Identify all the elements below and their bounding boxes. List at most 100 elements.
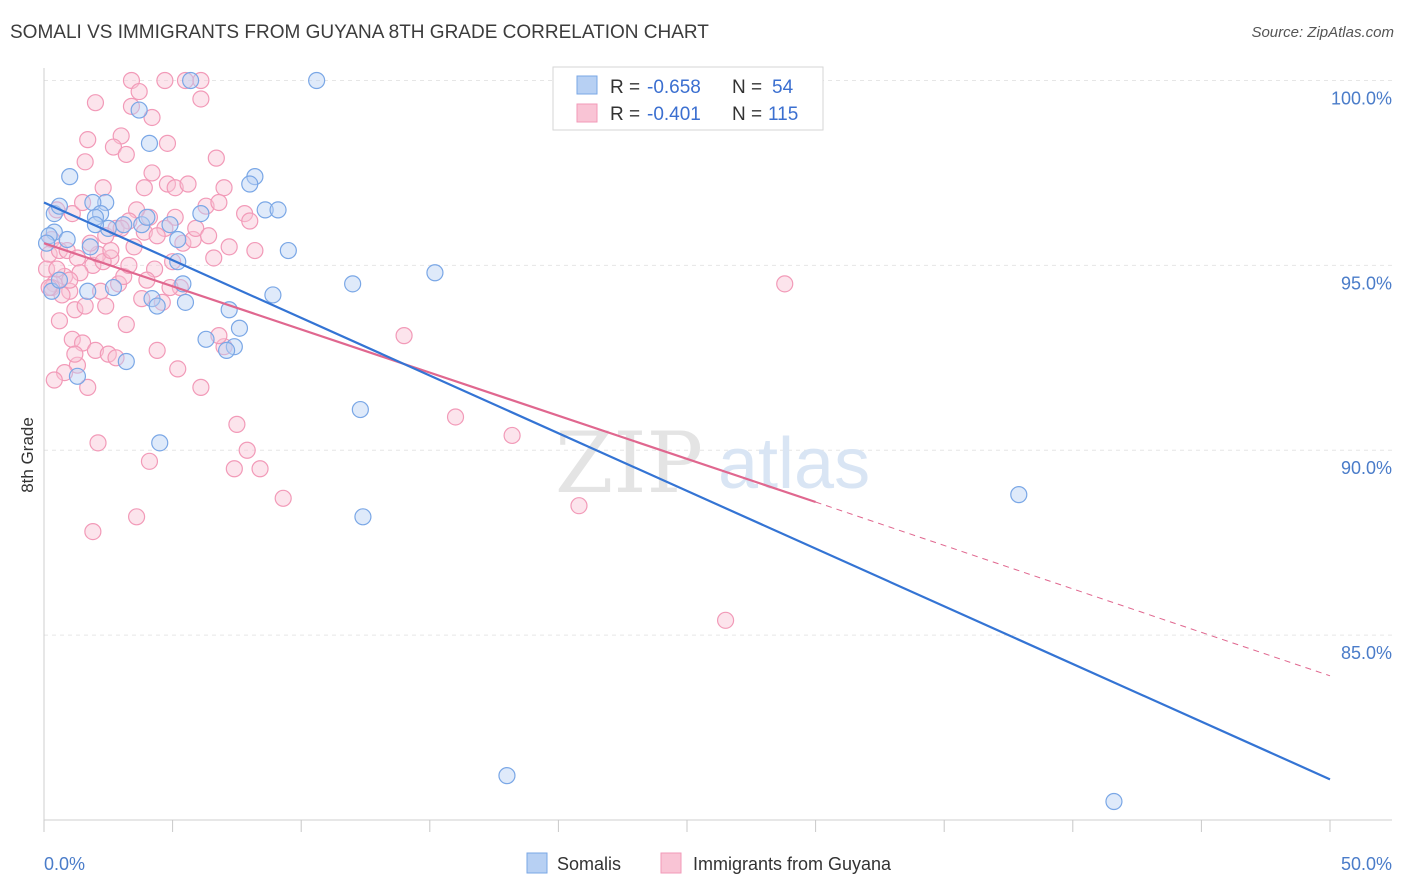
guyana-point <box>89 434 107 452</box>
guyana-point <box>66 345 84 363</box>
guyana-point <box>241 212 259 230</box>
guyana-point <box>117 145 135 164</box>
guyana-point <box>102 241 120 260</box>
guyana-point <box>225 460 243 478</box>
somali-point <box>230 319 249 337</box>
somali-point <box>161 216 179 234</box>
guyana-point <box>104 138 123 156</box>
y-tick-label: 90.0% <box>1341 458 1392 478</box>
guyana-point <box>192 378 210 396</box>
guyana-trend-extension <box>815 501 1331 677</box>
guyana-trend-line <box>43 242 816 504</box>
legend-r-label-2: R = <box>610 104 640 125</box>
somali-point <box>169 230 187 249</box>
source-label: Source: ZipAtlas.com <box>1251 24 1394 41</box>
guyana-point <box>86 94 105 112</box>
y-axis-title: 8th Grade <box>18 417 37 493</box>
guyana-point <box>158 134 177 152</box>
somali-point <box>115 216 133 234</box>
somali-point <box>354 508 372 526</box>
guyana-point <box>86 341 105 360</box>
somali-point <box>192 205 210 223</box>
guyana-point <box>228 415 246 433</box>
guyana-point <box>274 489 292 507</box>
somali-point <box>97 193 115 212</box>
somali-point <box>68 367 87 385</box>
guyana-point <box>166 179 184 197</box>
x-tick-label-min: 0.0% <box>44 854 85 874</box>
somali-point <box>130 101 148 119</box>
guyana-point <box>48 260 66 278</box>
watermark-atlas: atlas <box>718 424 870 504</box>
somali-point <box>264 286 282 304</box>
guyana-point <box>50 312 69 330</box>
somali-point <box>138 208 156 226</box>
guyana-point <box>148 341 166 360</box>
guyana-point <box>76 297 94 315</box>
guyana-point <box>205 249 223 267</box>
legend-swatch-somalis <box>576 75 598 95</box>
guyana-point <box>127 508 146 526</box>
guyana-point <box>200 227 218 245</box>
guyana-point <box>97 297 115 315</box>
guyana-point <box>76 153 94 171</box>
somali-point <box>104 278 123 297</box>
guyana-point <box>66 301 84 319</box>
data-points <box>37 71 1123 811</box>
legend-n-value-2: 115 <box>768 104 798 125</box>
guyana-point <box>135 179 153 197</box>
guyana-point <box>53 286 71 304</box>
watermark-zip: ZIP <box>555 414 703 512</box>
bottom-legend-label-guyana: Immigrants from Guyana <box>693 854 892 874</box>
guyana-point <box>776 275 794 293</box>
somali-point <box>50 271 69 289</box>
legend-r-label-1: R = <box>610 77 640 98</box>
guyana-point <box>143 108 161 127</box>
guyana-point <box>215 179 233 197</box>
guyana-point <box>503 426 521 445</box>
guyana-point <box>143 164 161 182</box>
somali-point <box>1105 792 1123 811</box>
somali-point <box>498 767 516 785</box>
somali-point <box>269 201 287 219</box>
grid-lines <box>44 79 1392 636</box>
somali-point <box>182 71 200 90</box>
legend-n-label-1: N = <box>732 77 762 98</box>
somali-point <box>176 293 195 311</box>
guyana-point <box>63 330 81 348</box>
guyana-point <box>192 90 210 108</box>
guyana-point <box>115 267 133 286</box>
somali-point <box>279 241 297 260</box>
bottom-legend-swatch-guyana <box>660 852 682 874</box>
somali-point <box>61 168 79 186</box>
y-tick-labels: 85.0% 90.0% 95.0% 100.0% <box>1331 88 1392 663</box>
somali-point <box>79 282 97 300</box>
somali-point <box>218 341 236 360</box>
somali-point <box>197 330 215 348</box>
guyana-point <box>220 238 238 256</box>
guyana-point <box>45 371 63 389</box>
guyana-point <box>251 460 269 478</box>
somali-point <box>148 297 166 315</box>
guyana-point <box>238 441 256 459</box>
x-tick-label-max: 50.0% <box>1341 854 1392 874</box>
somali-point <box>426 264 444 282</box>
somali-point <box>58 230 76 249</box>
somali-point <box>256 201 274 219</box>
guyana-point <box>207 149 225 167</box>
somali-point <box>351 400 369 419</box>
guyana-point <box>94 179 112 197</box>
guyana-point <box>40 245 58 263</box>
guyana-point <box>446 408 465 426</box>
stats-legend: R = -0.658 N = 54 R = -0.401 N = 115 <box>552 66 824 131</box>
series-legend: Somalis Immigrants from Guyana <box>526 852 892 874</box>
guyana-point <box>79 378 97 396</box>
guyana-point <box>570 497 588 515</box>
somali-point <box>117 352 135 371</box>
somali-point <box>151 434 169 452</box>
guyana-point <box>81 234 99 252</box>
guyana-point <box>79 131 97 149</box>
somali-point <box>81 238 99 256</box>
somali-point <box>344 275 362 293</box>
